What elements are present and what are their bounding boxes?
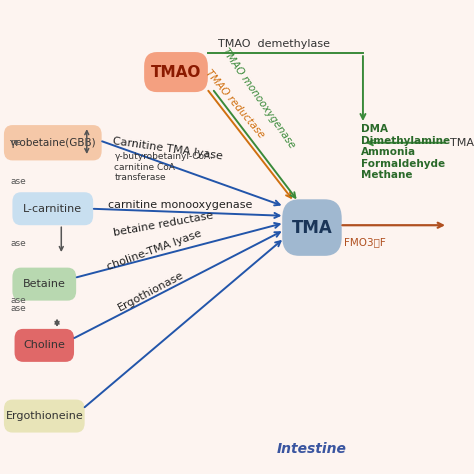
Text: ase: ase [10, 238, 26, 247]
Text: FMO3、F: FMO3、F [344, 237, 385, 247]
Text: DMA
Dimethylamine
Ammonia
Formaldehyde
Methane: DMA Dimethylamine Ammonia Formaldehyde M… [361, 124, 450, 180]
FancyBboxPatch shape [15, 329, 74, 362]
Text: ase: ase [10, 296, 26, 305]
Text: TMA: TMA [450, 138, 474, 148]
Text: betaine reductase: betaine reductase [112, 211, 214, 238]
Text: TMAO reductase: TMAO reductase [203, 68, 266, 140]
Text: ase: ase [10, 177, 26, 186]
Text: TMAO  demethylase: TMAO demethylase [218, 38, 330, 48]
FancyBboxPatch shape [4, 125, 101, 160]
FancyBboxPatch shape [12, 268, 76, 301]
Text: Betaine: Betaine [23, 279, 66, 289]
FancyBboxPatch shape [4, 400, 85, 433]
Text: Ergothionase: Ergothionase [116, 270, 185, 313]
Text: choline-TMA lyase: choline-TMA lyase [106, 229, 203, 273]
FancyBboxPatch shape [282, 199, 342, 256]
Text: Carnitine TMA lyase: Carnitine TMA lyase [112, 136, 223, 162]
Text: γrobetaine(GBB): γrobetaine(GBB) [9, 138, 96, 148]
Text: Ergothioneine: Ergothioneine [5, 411, 83, 421]
Text: carnitine monooxygenase: carnitine monooxygenase [108, 200, 253, 210]
Text: L-carnitine: L-carnitine [23, 204, 82, 214]
FancyBboxPatch shape [12, 192, 93, 225]
Text: ne: ne [10, 138, 22, 147]
Text: TMAO: TMAO [151, 64, 201, 80]
Text: ase: ase [10, 304, 26, 313]
Text: TMA: TMA [292, 219, 332, 237]
Text: γ-butyrobetainyl-CoA:
carnitine CoA
transferase: γ-butyrobetainyl-CoA: carnitine CoA tran… [114, 152, 213, 182]
Text: Intestine: Intestine [277, 442, 347, 456]
FancyBboxPatch shape [144, 52, 208, 92]
Text: Choline: Choline [23, 340, 65, 350]
Text: TMAO monooxygenase: TMAO monooxygenase [220, 46, 297, 150]
